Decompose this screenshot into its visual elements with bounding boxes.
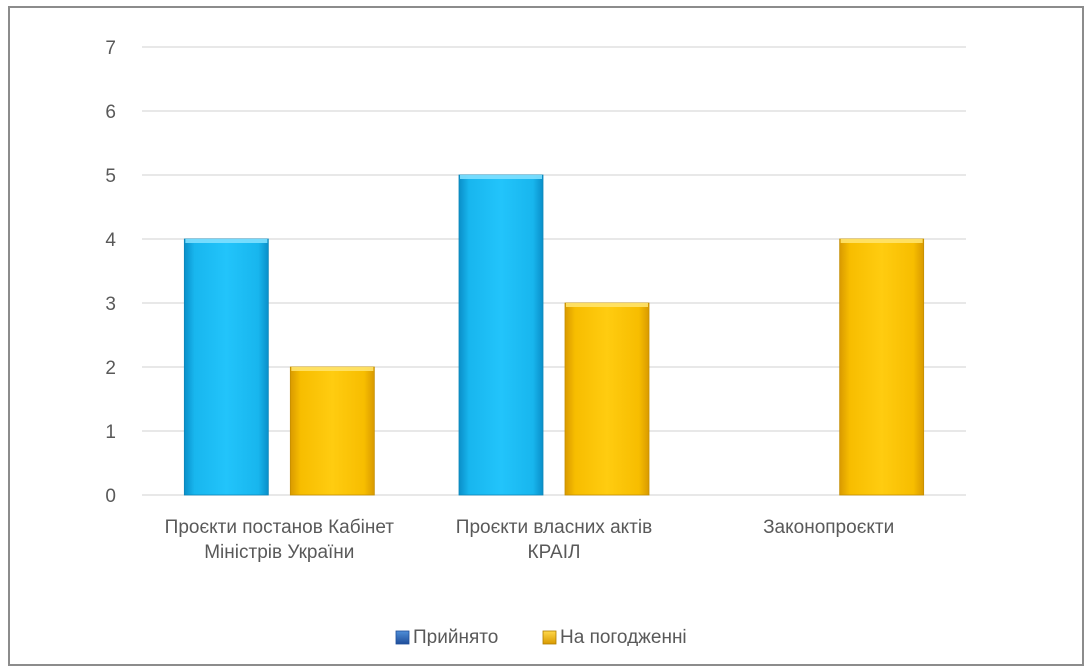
bar-bevel [185,239,268,243]
bar-pryiniato [183,238,269,496]
x-category-label: КРАІЛ [528,542,581,563]
legend-swatch [395,630,410,645]
y-tick-label: 6 [105,102,116,123]
bar-bevel [566,303,648,307]
legend: Прийнято На погодженні [395,627,687,646]
bar-bevel [460,175,542,179]
bars [183,174,925,496]
x-category-label: Міністрів України [204,542,354,563]
x-category-label: Законопроєкти [763,517,894,538]
y-tick-label: 7 [105,38,116,59]
y-tick-label: 5 [105,166,116,187]
legend-swatch [542,630,557,645]
x-category-label: Проєкти постанов Кабінет [165,517,395,538]
y-tick-label: 4 [105,230,116,251]
bar-bevel [291,367,374,371]
y-tick-label: 0 [105,486,116,507]
legend-label: Прийнято [413,627,498,646]
legend-label: На погодженні [560,627,687,646]
bar-chart: 0 1 2 3 4 5 6 7 Проєкти постанов Кабінет Міністр… [105,38,966,646]
bar-na-pohodzhenni [289,366,375,496]
x-category-label: Проєкти власних актів [456,517,652,538]
bar-pryiniato [458,174,544,496]
y-tick-label: 3 [105,294,116,315]
bar-bevel [840,239,923,243]
gridlines [142,46,966,496]
x-axis-labels: Проєкти постанов Кабінет Міністрів Україн… [165,517,895,563]
y-axis-ticks: 0 1 2 3 4 5 6 7 [105,38,116,507]
y-tick-label: 2 [105,358,116,379]
bar-na-pohodzhenni [564,302,650,496]
bar-na-pohodzhenni [839,238,925,496]
y-tick-label: 1 [105,422,116,443]
